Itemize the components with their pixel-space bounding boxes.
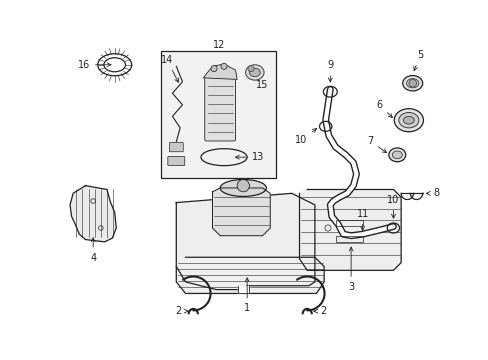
Ellipse shape — [391, 151, 402, 159]
Ellipse shape — [249, 68, 260, 77]
Text: 10: 10 — [386, 195, 399, 218]
Ellipse shape — [388, 148, 405, 162]
Text: 14: 14 — [161, 55, 178, 82]
Text: 2: 2 — [313, 306, 326, 316]
Circle shape — [221, 63, 226, 69]
Text: 2: 2 — [175, 306, 187, 316]
Bar — [335, 236, 362, 242]
Text: 11: 11 — [356, 209, 368, 230]
Polygon shape — [70, 186, 116, 242]
Text: 7: 7 — [366, 136, 386, 153]
Text: 6: 6 — [376, 100, 391, 118]
Polygon shape — [238, 286, 248, 293]
Ellipse shape — [220, 180, 266, 197]
Text: 5: 5 — [413, 50, 423, 71]
Polygon shape — [176, 257, 324, 293]
FancyBboxPatch shape — [204, 76, 235, 141]
Bar — [335, 220, 362, 226]
Polygon shape — [176, 193, 314, 289]
Polygon shape — [212, 188, 270, 236]
Text: 10: 10 — [294, 129, 316, 145]
Text: 13: 13 — [235, 152, 264, 162]
Ellipse shape — [398, 112, 418, 128]
Circle shape — [210, 66, 217, 72]
Ellipse shape — [104, 58, 125, 72]
Ellipse shape — [406, 78, 418, 88]
Circle shape — [237, 180, 249, 192]
Ellipse shape — [402, 76, 422, 91]
Text: 3: 3 — [347, 247, 353, 292]
Ellipse shape — [245, 65, 264, 80]
FancyBboxPatch shape — [167, 156, 184, 166]
Polygon shape — [203, 64, 237, 80]
Polygon shape — [299, 189, 400, 270]
Circle shape — [408, 80, 416, 87]
Text: 15: 15 — [256, 80, 268, 90]
Text: 1: 1 — [244, 278, 250, 314]
Text: 8: 8 — [426, 188, 439, 198]
Text: 16: 16 — [78, 60, 111, 70]
Text: 9: 9 — [326, 60, 333, 82]
Ellipse shape — [393, 109, 423, 132]
FancyBboxPatch shape — [169, 143, 183, 152]
Text: 12: 12 — [212, 40, 224, 50]
Text: 4: 4 — [90, 238, 96, 263]
Circle shape — [247, 66, 254, 72]
FancyBboxPatch shape — [161, 51, 276, 178]
Ellipse shape — [403, 116, 413, 124]
